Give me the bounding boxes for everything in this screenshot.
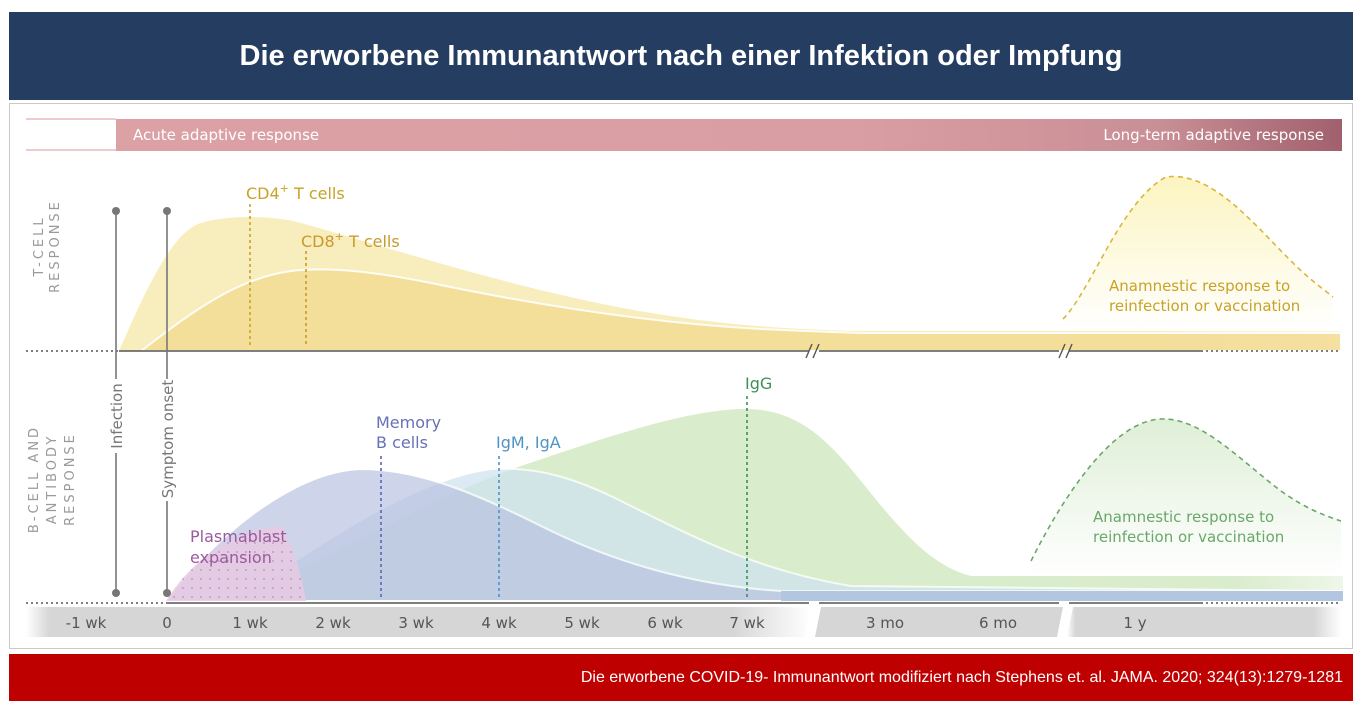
- anamnestic-t-fill: [1063, 176, 1333, 331]
- infection-label: Infection: [108, 383, 126, 448]
- igm-iga-label: IgM, IgA: [496, 433, 561, 452]
- t-cell-curves: [119, 175, 1342, 352]
- anamnestic-b-label-line1: Anamnestic response to: [1093, 508, 1274, 526]
- phase-gradient: [116, 119, 1342, 151]
- axis-tick-label: 1 wk: [232, 614, 268, 632]
- axis-tick-label: 5 wk: [564, 614, 600, 632]
- anamnestic-b-label-line2: reinfection or vaccination: [1093, 528, 1284, 546]
- immune-response-diagram: Acute adaptive response Long-term adapti…: [26, 118, 1344, 637]
- memory-label-line2: B cells: [376, 433, 428, 452]
- plasmablast-dots: [166, 526, 306, 601]
- axis-tick-label: 3 wk: [398, 614, 434, 632]
- axis-tick-label: -1 wk: [66, 614, 107, 632]
- memory-label-line1: Memory: [376, 413, 441, 432]
- plasmablast-label-line2: expansion: [190, 548, 272, 567]
- igg-label: IgG: [745, 374, 772, 393]
- cd8-curve: [138, 268, 1342, 352]
- axis-tick-label: 2 wk: [315, 614, 351, 632]
- title-bar: Die erworbene Immunantwort nach einer In…: [9, 12, 1353, 100]
- axis-tick-label: 7 wk: [729, 614, 765, 632]
- citation-footer: Die erworbene COVID-19- Immunantwort mod…: [580, 668, 1343, 686]
- section-label-b-cell-line3: RESPONSE: [63, 432, 78, 526]
- anamnestic-b-fill: [1031, 418, 1341, 576]
- infection-marker: Infection: [108, 207, 126, 597]
- plasmablast-label-line1: Plasmablast: [190, 527, 287, 546]
- page-title: Die erworbene Immunantwort nach einer In…: [239, 39, 1123, 72]
- symptom-onset-label: Symptom onset: [159, 380, 177, 499]
- anamnestic-t-label-line1: Anamnestic response to: [1109, 277, 1290, 295]
- anamnestic-t-label-line2: reinfection or vaccination: [1109, 297, 1300, 315]
- section-label-b-cell-line2: ANTIBODY: [45, 434, 60, 525]
- footer-bar: Die erworbene COVID-19- Immunantwort mod…: [9, 654, 1353, 701]
- axis-tick-label: 0: [162, 614, 172, 632]
- axis-tick-label: 6 wk: [647, 614, 683, 632]
- b-baseline-band: [781, 591, 1343, 601]
- section-label-t-cell-line1: T-CELL: [32, 215, 47, 277]
- phase-label-acute: Acute adaptive response: [133, 126, 319, 144]
- memory-b-cells-curve: [163, 467, 1344, 602]
- t-baseline: [26, 343, 1341, 359]
- anamnestic-t-dashed: [1062, 175, 1334, 320]
- section-label-b-cell-line1: B-CELL AND: [27, 425, 42, 533]
- symptom-onset-marker: Symptom onset: [159, 207, 177, 597]
- phase-label-longterm: Long-term adaptive response: [1103, 126, 1324, 144]
- axis-tick-label: 3 mo: [866, 614, 904, 632]
- cd4-label: CD4+ T cells: [246, 182, 345, 203]
- b-cell-curves: [163, 408, 1344, 602]
- time-axis: -1 wk 0 1 wk 2 wk 3 wk 4 wk 5 wk 6 wk 7 wk 3 mo 6 …: [26, 607, 1341, 637]
- axis-tick-label: 6 mo: [979, 614, 1017, 632]
- section-label-t-cell-line2: RESPONSE: [48, 199, 63, 293]
- axis-tick-labels: -1 wk 0 1 wk 2 wk 3 wk 4 wk 5 wk 6 wk 7 wk 3 mo 6 …: [66, 614, 1147, 632]
- phase-bar: Acute adaptive response Long-term adapti…: [26, 118, 1342, 151]
- diagram-panel: Acute adaptive response Long-term adapti…: [9, 103, 1353, 649]
- cd8-label: CD8+ T cells: [301, 230, 400, 251]
- axis-tick-label: 4 wk: [481, 614, 517, 632]
- axis-tick-label: 1 y: [1123, 614, 1146, 632]
